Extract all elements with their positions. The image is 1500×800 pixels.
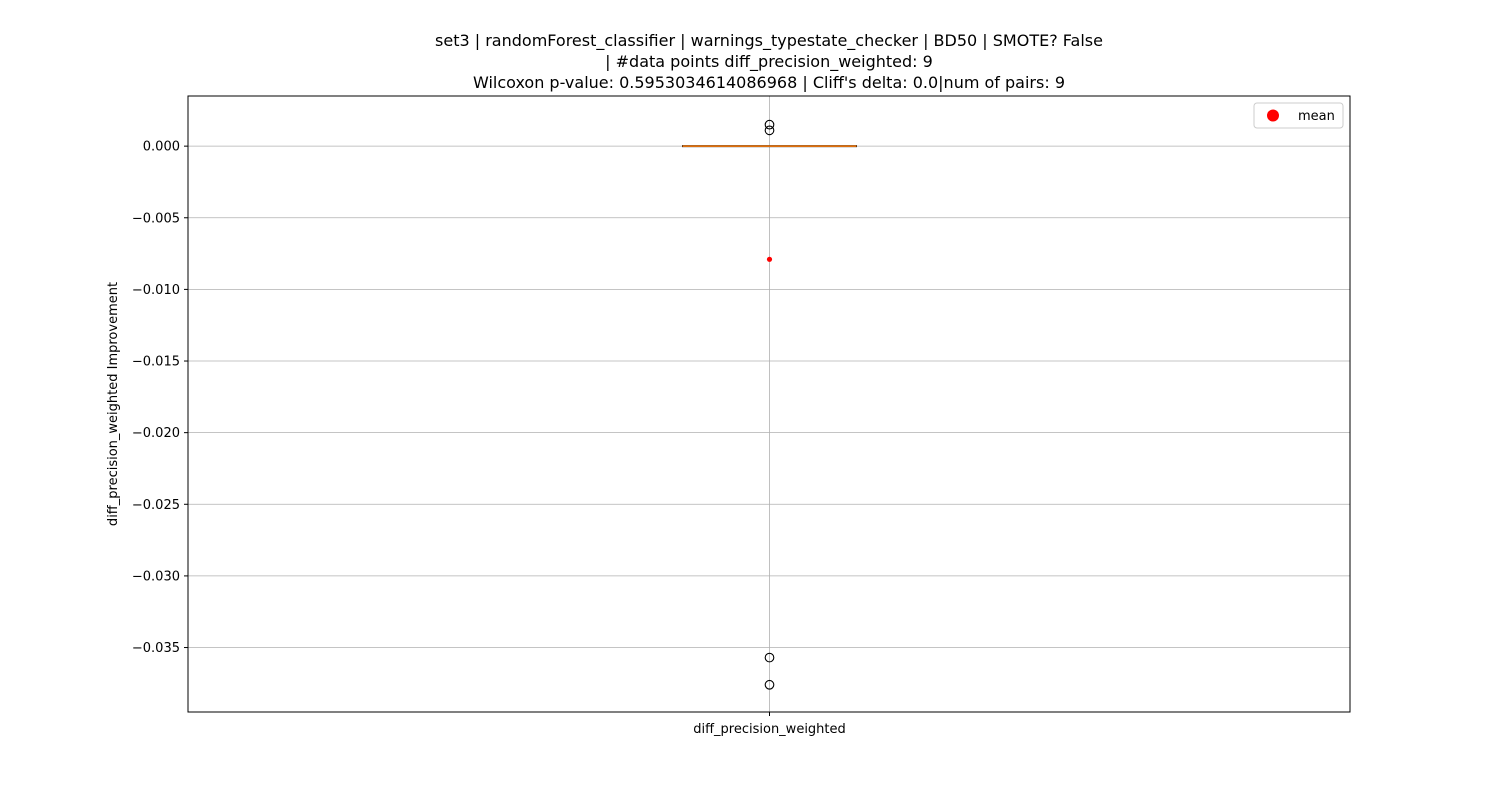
title-line-1: set3 | randomForest_classifier | warning… [435, 31, 1103, 51]
outlier-point [764, 125, 775, 136]
title-line-2: | #data points diff_precision_weighted: … [605, 52, 933, 72]
y-tick-label: −0.020 [132, 426, 180, 441]
grid-lines [188, 96, 1350, 712]
title-line-3: Wilcoxon p-value: 0.5953034614086968 | C… [473, 73, 1065, 92]
x-tick-label: diff_precision_weighted [693, 722, 846, 737]
y-axis-ticks: 0.000 −0.005 −0.010 −0.015 −0.020 −0.025 −0.03… [132, 140, 188, 656]
legend-frame [1253, 102, 1344, 129]
y-tick-label: −0.030 [132, 569, 180, 584]
y-tick-label: 0.000 [143, 140, 180, 155]
y-tick-label: −0.025 [132, 498, 180, 513]
outlier-point [764, 679, 775, 690]
box-layer [682, 145, 857, 148]
mean-point [766, 256, 773, 262]
x-axis-ticks: diff_precision_weighted [693, 712, 846, 737]
y-tick-label: −0.005 [132, 211, 180, 226]
outlier-point [764, 119, 775, 130]
y-tick-label: −0.015 [132, 355, 180, 370]
y-tick-label: −0.035 [132, 641, 180, 656]
legend-mean-marker [1267, 109, 1279, 122]
y-tick-label: −0.010 [132, 283, 180, 298]
points-layer [764, 119, 775, 690]
chart-title: set3 | randomForest_classifier | warning… [435, 31, 1103, 92]
y-axis-label: diff_precision_weighted Improvement [106, 282, 121, 526]
legend-mean-label: mean [1298, 109, 1335, 124]
legend: mean [1253, 102, 1344, 129]
outlier-point [764, 652, 775, 663]
plot-area-frame [187, 95, 1351, 713]
